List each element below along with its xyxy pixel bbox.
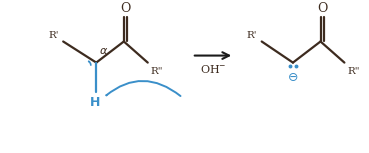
Text: OH$^{-}$: OH$^{-}$ — [200, 63, 226, 75]
Text: H: H — [90, 96, 101, 109]
Text: O: O — [317, 2, 327, 15]
Text: O: O — [120, 2, 131, 15]
Text: $\alpha$: $\alpha$ — [99, 46, 108, 56]
Text: R': R' — [247, 31, 257, 40]
Text: ⊖: ⊖ — [288, 71, 298, 84]
Text: R': R' — [48, 31, 59, 40]
Text: R": R" — [347, 67, 359, 76]
FancyArrowPatch shape — [89, 61, 91, 65]
Text: R": R" — [150, 67, 163, 76]
FancyArrowPatch shape — [106, 81, 180, 96]
